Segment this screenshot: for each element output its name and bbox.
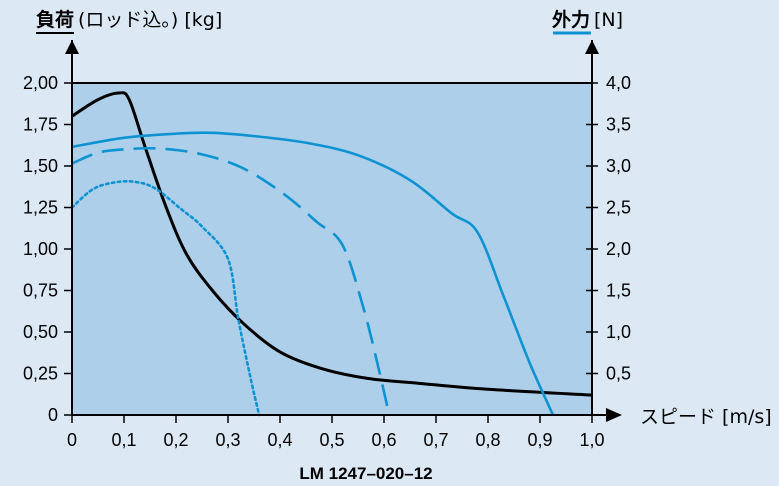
- x-tick-label: 1,0: [579, 430, 604, 450]
- left-tick-label: 1,75: [23, 115, 58, 135]
- x-tick-label: 0,8: [475, 430, 500, 450]
- right-tick-label: 1,5: [606, 281, 631, 301]
- left-axis-label: 負荷 (ロッド込。) [kg]: [36, 8, 222, 31]
- x-tick-label: 0: [67, 430, 77, 450]
- left-tick-label: 1,25: [23, 198, 58, 218]
- x-tick-label: 0,1: [111, 430, 136, 450]
- series-lines: [70, 91, 593, 417]
- x-axis-label: スピード [m/s]: [640, 406, 772, 428]
- series-line-solid-right: [71, 131, 555, 416]
- right-tick-label: 0,5: [606, 364, 631, 384]
- right-axis-label: 外力 [N]: [552, 8, 623, 31]
- right-tick-label: 1,0: [606, 322, 631, 342]
- x-tick-label: 0,5: [319, 430, 344, 450]
- x-tick-label: 0,4: [267, 430, 292, 450]
- series-line-solid-left: [71, 91, 593, 397]
- left-tick-label: 1,50: [23, 156, 58, 176]
- right-tick-label: 3,0: [606, 156, 631, 176]
- plot-area: [72, 83, 592, 415]
- right-tick-label: 4,0: [606, 73, 631, 93]
- right-tick-label: 2,0: [606, 239, 631, 259]
- right-tick-label: 3,5: [606, 115, 631, 135]
- left-axis-arrow: [65, 40, 79, 54]
- left-tick-label: 0,50: [23, 322, 58, 342]
- left-tick-label: 0,25: [23, 364, 58, 384]
- x-tick-label: 0,9: [527, 430, 552, 450]
- axes: [64, 40, 622, 423]
- x-tick-label: 0,3: [215, 430, 240, 450]
- series-line-dotted-right: [70, 179, 261, 417]
- x-tick-label: 0,6: [371, 430, 396, 450]
- footer-code: LM 1247–020–12: [299, 464, 432, 483]
- left-tick-label: 2,00: [23, 73, 58, 93]
- left-tick-label: 0,75: [23, 281, 58, 301]
- x-tick-label: 0,2: [163, 430, 188, 450]
- right-tick-label: 2,5: [606, 198, 631, 218]
- series-line-dashed-right: [71, 146, 391, 416]
- x-axis-arrow: [606, 408, 622, 422]
- x-tick-label: 0,7: [423, 430, 448, 450]
- left-tick-label: 0: [48, 405, 58, 425]
- left-tick-label: 1,00: [23, 239, 58, 259]
- right-axis-arrow: [585, 40, 599, 54]
- tick-labels: 00,250,500,751,001,251,501,752,000,51,01…: [23, 73, 631, 450]
